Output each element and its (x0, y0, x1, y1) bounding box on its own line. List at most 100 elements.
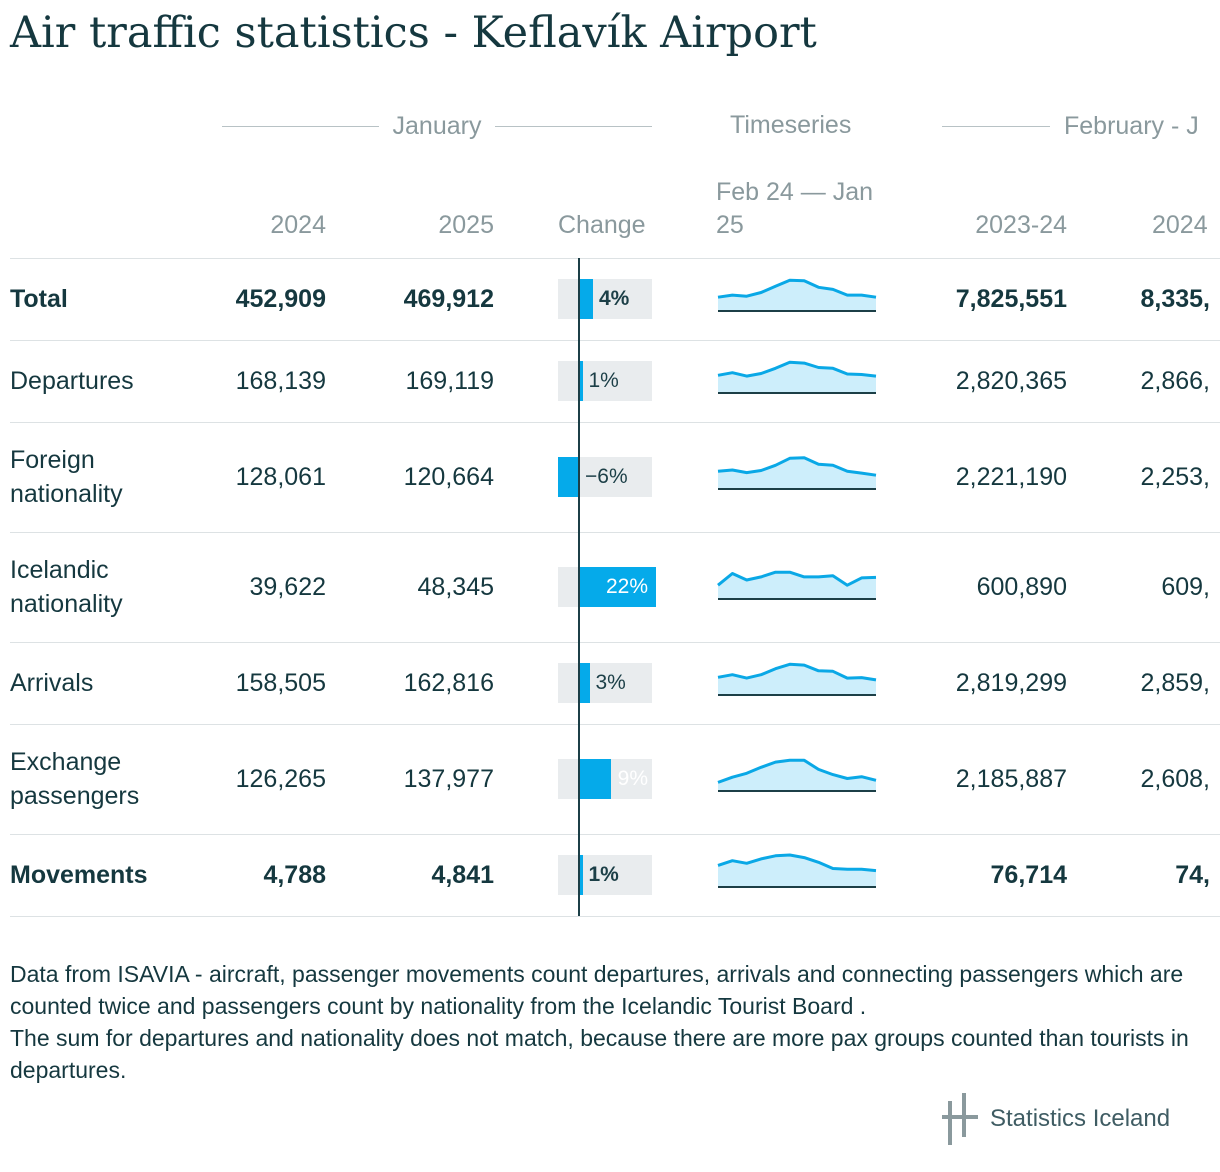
sparkline-line (717, 278, 877, 299)
change-bar-background (558, 279, 652, 319)
cell-period-2023-24: 2,820,365 (955, 366, 1067, 395)
row-label-line: Arrivals (10, 669, 94, 697)
cell-period-2024-25: 2,866, (1140, 366, 1210, 395)
cell-period-2024-25: 8,335, (1140, 284, 1210, 313)
cell-period-2023-24: 600,890 (976, 572, 1067, 601)
change-value: 1% (588, 369, 619, 392)
cell-jan-2024: 168,139 (235, 366, 326, 395)
row-label: Departures (10, 340, 210, 422)
footnote: Data from ISAVIA - aircraft, passenger m… (10, 958, 1210, 1086)
col-header-2024-25: 2024 (1152, 211, 1208, 239)
col-header-range-line2: 25 (716, 211, 744, 239)
change-bar (558, 457, 579, 497)
group-header-january: January (222, 108, 653, 144)
cell-period-2024-25: 74, (1175, 860, 1210, 889)
col-header-2023-24: 2023-24 (975, 211, 1067, 239)
sparkline (717, 662, 877, 696)
change-zero-axis (578, 258, 580, 916)
sparkline-line (717, 758, 877, 784)
cell-jan-2024: 158,505 (235, 668, 326, 697)
sparkline (717, 570, 877, 600)
row-label-line: nationality (10, 480, 123, 508)
change-value: 4% (599, 287, 630, 310)
cell-jan-2024: 126,265 (235, 764, 326, 793)
cell-jan-2024: 452,909 (235, 284, 326, 313)
change-bar (579, 567, 656, 607)
cell-jan-2025: 169,119 (405, 366, 494, 395)
change-bar (579, 663, 590, 703)
page-title: Air traffic statistics - Keflavík Airpor… (10, 8, 817, 58)
row-label-line: passengers (10, 782, 140, 810)
change-bar-background (558, 855, 652, 895)
cell-period-2023-24: 2,819,299 (955, 668, 1067, 697)
cell-jan-2025: 120,664 (403, 462, 494, 491)
footnote-line2: The sum for departures and nationality d… (10, 1025, 1189, 1083)
cell-period-2024-25: 2,859, (1140, 668, 1210, 697)
change-bar (579, 759, 611, 799)
row-label-line: Foreign (10, 446, 95, 474)
sparkline-area (718, 855, 876, 887)
statistics-iceland-logo[interactable]: Statistics Iceland (942, 1093, 1170, 1145)
sparkline-line (717, 662, 877, 682)
sparkline (717, 456, 877, 490)
col-header-change: Change (558, 211, 646, 239)
row-divider (10, 916, 1220, 917)
change-value: 22% (605, 575, 648, 598)
col-header-2024: 2024 (270, 211, 326, 239)
change-value: 3% (595, 671, 626, 694)
sparkline-area (718, 664, 876, 695)
group-header-timeseries: Timeseries (730, 111, 852, 139)
change-bar (579, 855, 583, 895)
logo-text: Statistics Iceland (990, 1105, 1171, 1132)
row-label: Arrivals (10, 642, 210, 724)
col-header-range: Feb 24 — Jan 25 (716, 176, 873, 242)
sparkline (717, 360, 877, 394)
sparkline-line (717, 360, 877, 378)
row-label-line: Total (10, 285, 68, 313)
cell-period-2024-25: 2,608, (1140, 764, 1210, 793)
cell-jan-2024: 39,622 (249, 572, 326, 601)
row-label-line: Departures (10, 367, 134, 395)
sparkline (717, 758, 877, 792)
row-label-line: Icelandic (10, 556, 109, 584)
row-label-line: nationality (10, 590, 123, 618)
row-divider (10, 834, 1220, 835)
row-divider (10, 422, 1220, 423)
row-divider (10, 258, 1220, 259)
row-divider (10, 642, 1220, 643)
cell-jan-2025: 4,841 (431, 860, 494, 889)
group-header-feb-jan: February - J (942, 108, 1220, 144)
sparkline-area (718, 457, 876, 489)
row-label: Icelandic nationality (10, 532, 210, 642)
change-value: 1% (588, 863, 619, 886)
sparkline-line (717, 853, 877, 873)
cell-jan-2025: 469,912 (403, 284, 494, 313)
cell-period-2024-25: 609, (1161, 572, 1210, 601)
sparkline (717, 278, 877, 312)
col-header-range-line1: Feb 24 — Jan (716, 178, 874, 206)
footnote-line1: Data from ISAVIA - aircraft, passenger m… (10, 961, 1184, 1019)
sparkline-area (718, 760, 876, 791)
sparkline-area (718, 362, 876, 393)
cell-period-2024-25: 2,253, (1140, 462, 1210, 491)
change-bar-background (558, 361, 652, 401)
cell-jan-2024: 128,061 (235, 462, 326, 491)
statistics-iceland-logo-icon (942, 1093, 978, 1145)
change-bar-background (558, 663, 652, 703)
cell-jan-2025: 137,977 (403, 764, 494, 793)
row-label-line: Exchange (10, 748, 122, 776)
cell-period-2023-24: 76,714 (990, 860, 1067, 889)
cell-period-2023-24: 2,221,190 (955, 462, 1067, 491)
row-divider (10, 532, 1220, 533)
cell-jan-2025: 48,345 (417, 572, 494, 601)
row-label: Exchange passengers (10, 724, 210, 834)
row-label: Foreign nationality (10, 422, 210, 532)
row-label: Total (10, 258, 210, 340)
change-value: −6% (585, 465, 628, 488)
row-label-line: Movements (10, 861, 148, 889)
cell-jan-2024: 4,788 (263, 860, 326, 889)
change-bar (579, 361, 583, 401)
col-header-2025: 2025 (438, 211, 494, 239)
sparkline (717, 853, 877, 888)
row-divider (10, 340, 1220, 341)
